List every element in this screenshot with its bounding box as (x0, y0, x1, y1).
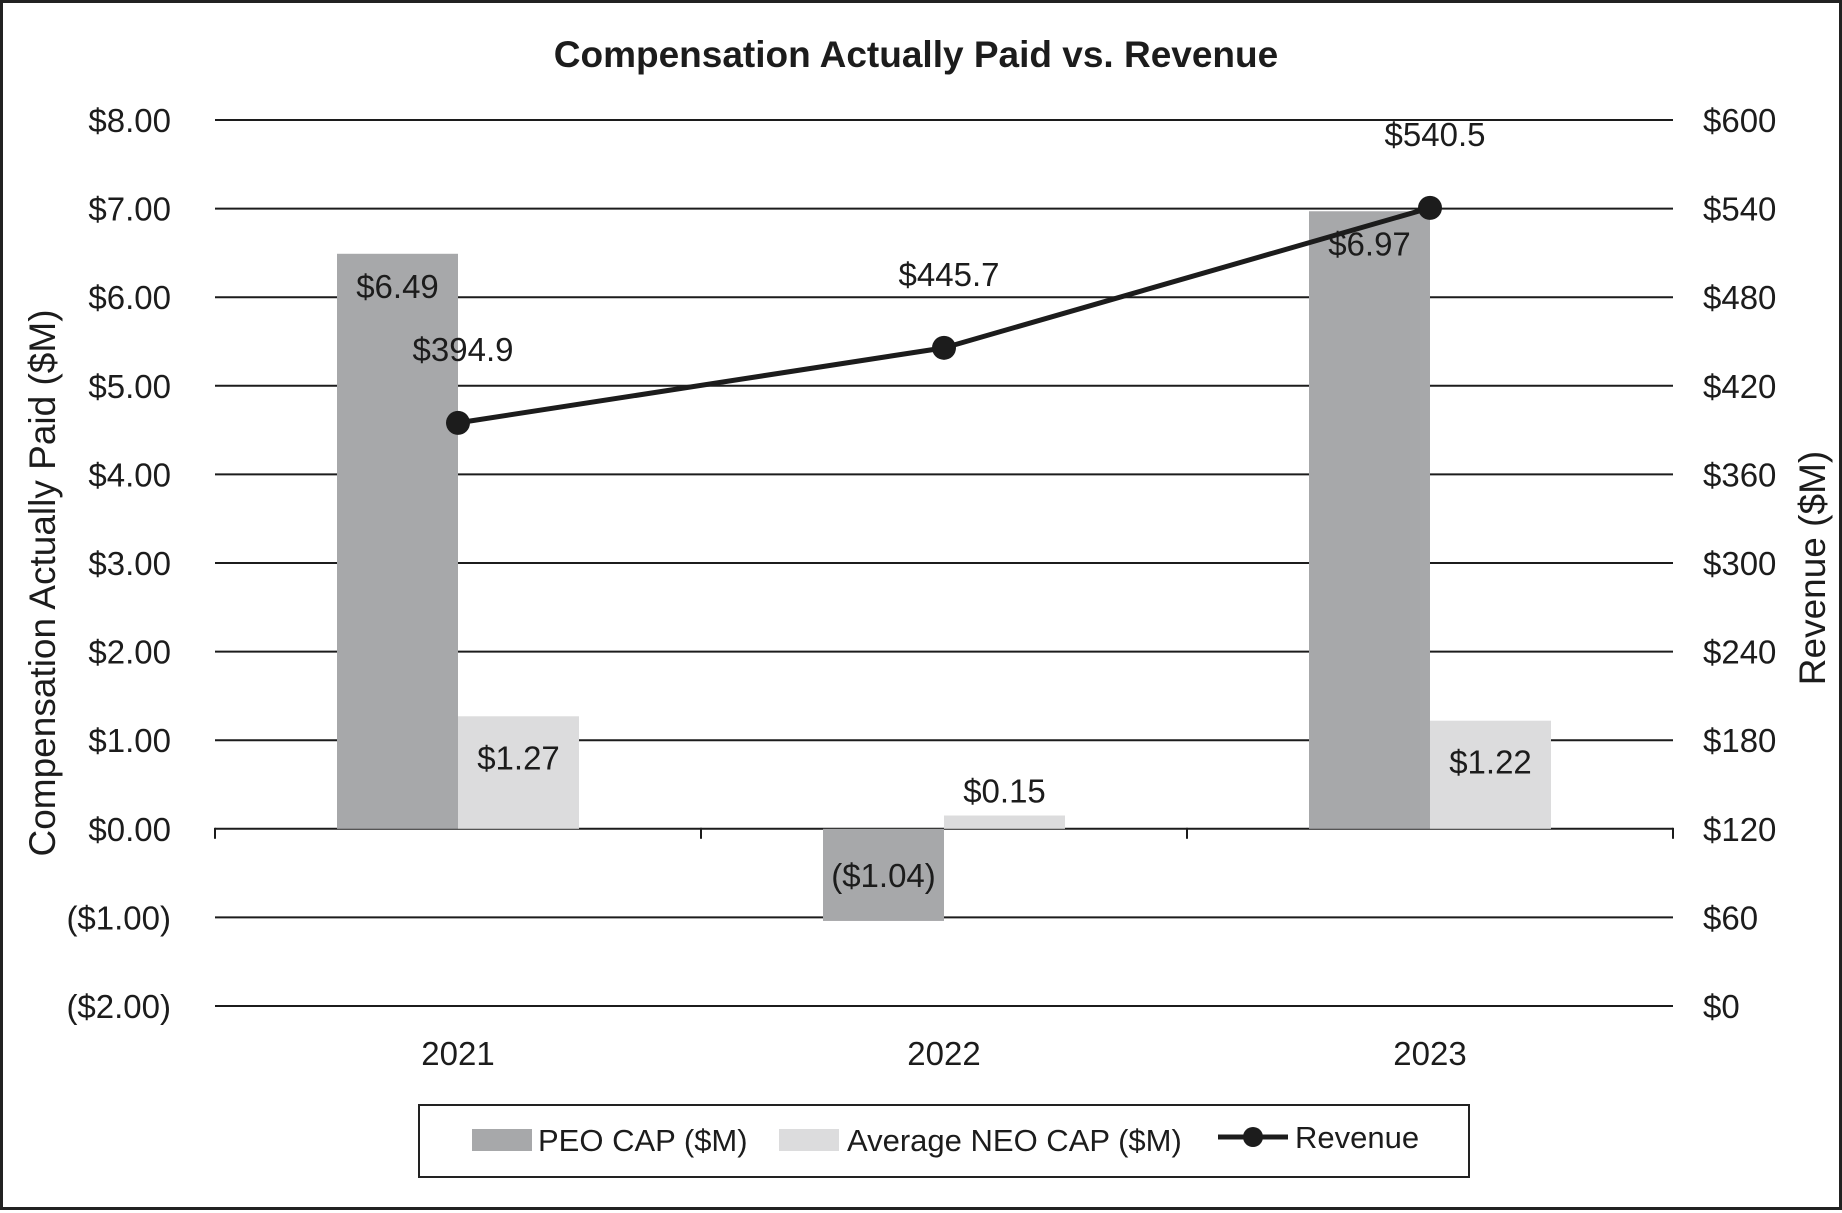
left-axis-title: Compensation Actually Paid ($M) (22, 309, 63, 856)
label-peo-cap-2023: $6.97 (1328, 225, 1411, 262)
bar-neo-cap-2021 (458, 716, 579, 829)
label-peo-cap-2021: $6.49 (356, 268, 439, 305)
legend-label-neo-cap: Average NEO CAP ($M) (847, 1123, 1182, 1158)
left-tick-label: ($1.00) (66, 899, 171, 936)
right-tick-label: $600 (1703, 102, 1776, 139)
label-neo-cap-2022: $0.15 (963, 773, 1046, 810)
revenue-line-layer (446, 195, 1442, 435)
right-tick-label: $60 (1703, 899, 1758, 936)
right-tick-label: $360 (1703, 456, 1776, 493)
compensation-vs-revenue-chart: Compensation Actually Paid vs. Revenue $… (22, 34, 1833, 1178)
revenue-point-2021 (446, 410, 470, 435)
legend-swatch-neo-cap (779, 1129, 839, 1151)
legend-label-revenue: Revenue (1295, 1120, 1419, 1155)
right-tick-label: $420 (1703, 368, 1776, 405)
axis-ticks: $8.00 $7.00 $6.00 $5.00 $4.00 $3.00 $2.00 $1.00… (66, 102, 1776, 1072)
legend: PEO CAP ($M) Average NEO CAP ($M) Revenue (418, 1104, 1470, 1178)
x-tick-label-2022: 2022 (907, 1035, 980, 1072)
x-tick-label-2021: 2021 (421, 1035, 494, 1072)
right-tick-label: $180 (1703, 722, 1776, 759)
legend-swatch-peo-cap (472, 1129, 532, 1151)
right-tick-label: $540 (1703, 191, 1776, 228)
left-tick-label: $2.00 (88, 634, 171, 671)
right-tick-label: $480 (1703, 279, 1776, 316)
right-tick-label: $240 (1703, 634, 1776, 671)
left-tick-label: $0.00 (88, 811, 171, 848)
label-revenue-2021: $394.9 (413, 331, 514, 368)
x-tick-label-2023: 2023 (1393, 1035, 1466, 1072)
label-neo-cap-2023: $1.22 (1449, 744, 1532, 781)
bar-neo-cap-2022 (944, 815, 1065, 829)
bars (337, 211, 1551, 921)
bar-peo-cap-2022 (823, 828, 944, 921)
label-revenue-2023: $540.5 (1385, 116, 1486, 153)
right-tick-label: $0 (1703, 988, 1740, 1025)
label-neo-cap-2021: $1.27 (477, 739, 560, 776)
left-tick-label: ($2.00) (66, 988, 171, 1025)
label-revenue-2022: $445.7 (899, 256, 1000, 293)
left-tick-label: $4.00 (88, 456, 171, 493)
left-tick-label: $5.00 (88, 368, 171, 405)
right-axis-title: Revenue ($M) (1792, 451, 1833, 685)
right-tick-label: $120 (1703, 811, 1776, 848)
bar-peo-cap-2023 (1309, 211, 1430, 829)
bar-peo-cap-2021 (337, 253, 458, 829)
left-tick-label: $7.00 (88, 191, 171, 228)
legend-box (418, 1104, 1470, 1178)
left-tick-label: $1.00 (88, 722, 171, 759)
revenue-point-2022 (932, 335, 956, 360)
data-labels: $6.49 $1.27 ($1.04) $0.15 $6.97 $1.22 $394.9 $4… (356, 116, 1532, 894)
left-tick-label: $6.00 (88, 279, 171, 316)
left-tick-label: $8.00 (88, 102, 171, 139)
legend-swatch-revenue-marker (1243, 1127, 1263, 1147)
legend-label-peo-cap: PEO CAP ($M) (538, 1123, 748, 1158)
label-peo-cap-2022: ($1.04) (831, 857, 936, 894)
chart-title: Compensation Actually Paid vs. Revenue (554, 34, 1278, 75)
revenue-point-2023 (1418, 195, 1442, 220)
revenue-line (457, 205, 1431, 426)
bar-neo-cap-2023 (1430, 720, 1551, 829)
left-tick-label: $3.00 (88, 545, 171, 582)
right-tick-label: $300 (1703, 545, 1776, 582)
